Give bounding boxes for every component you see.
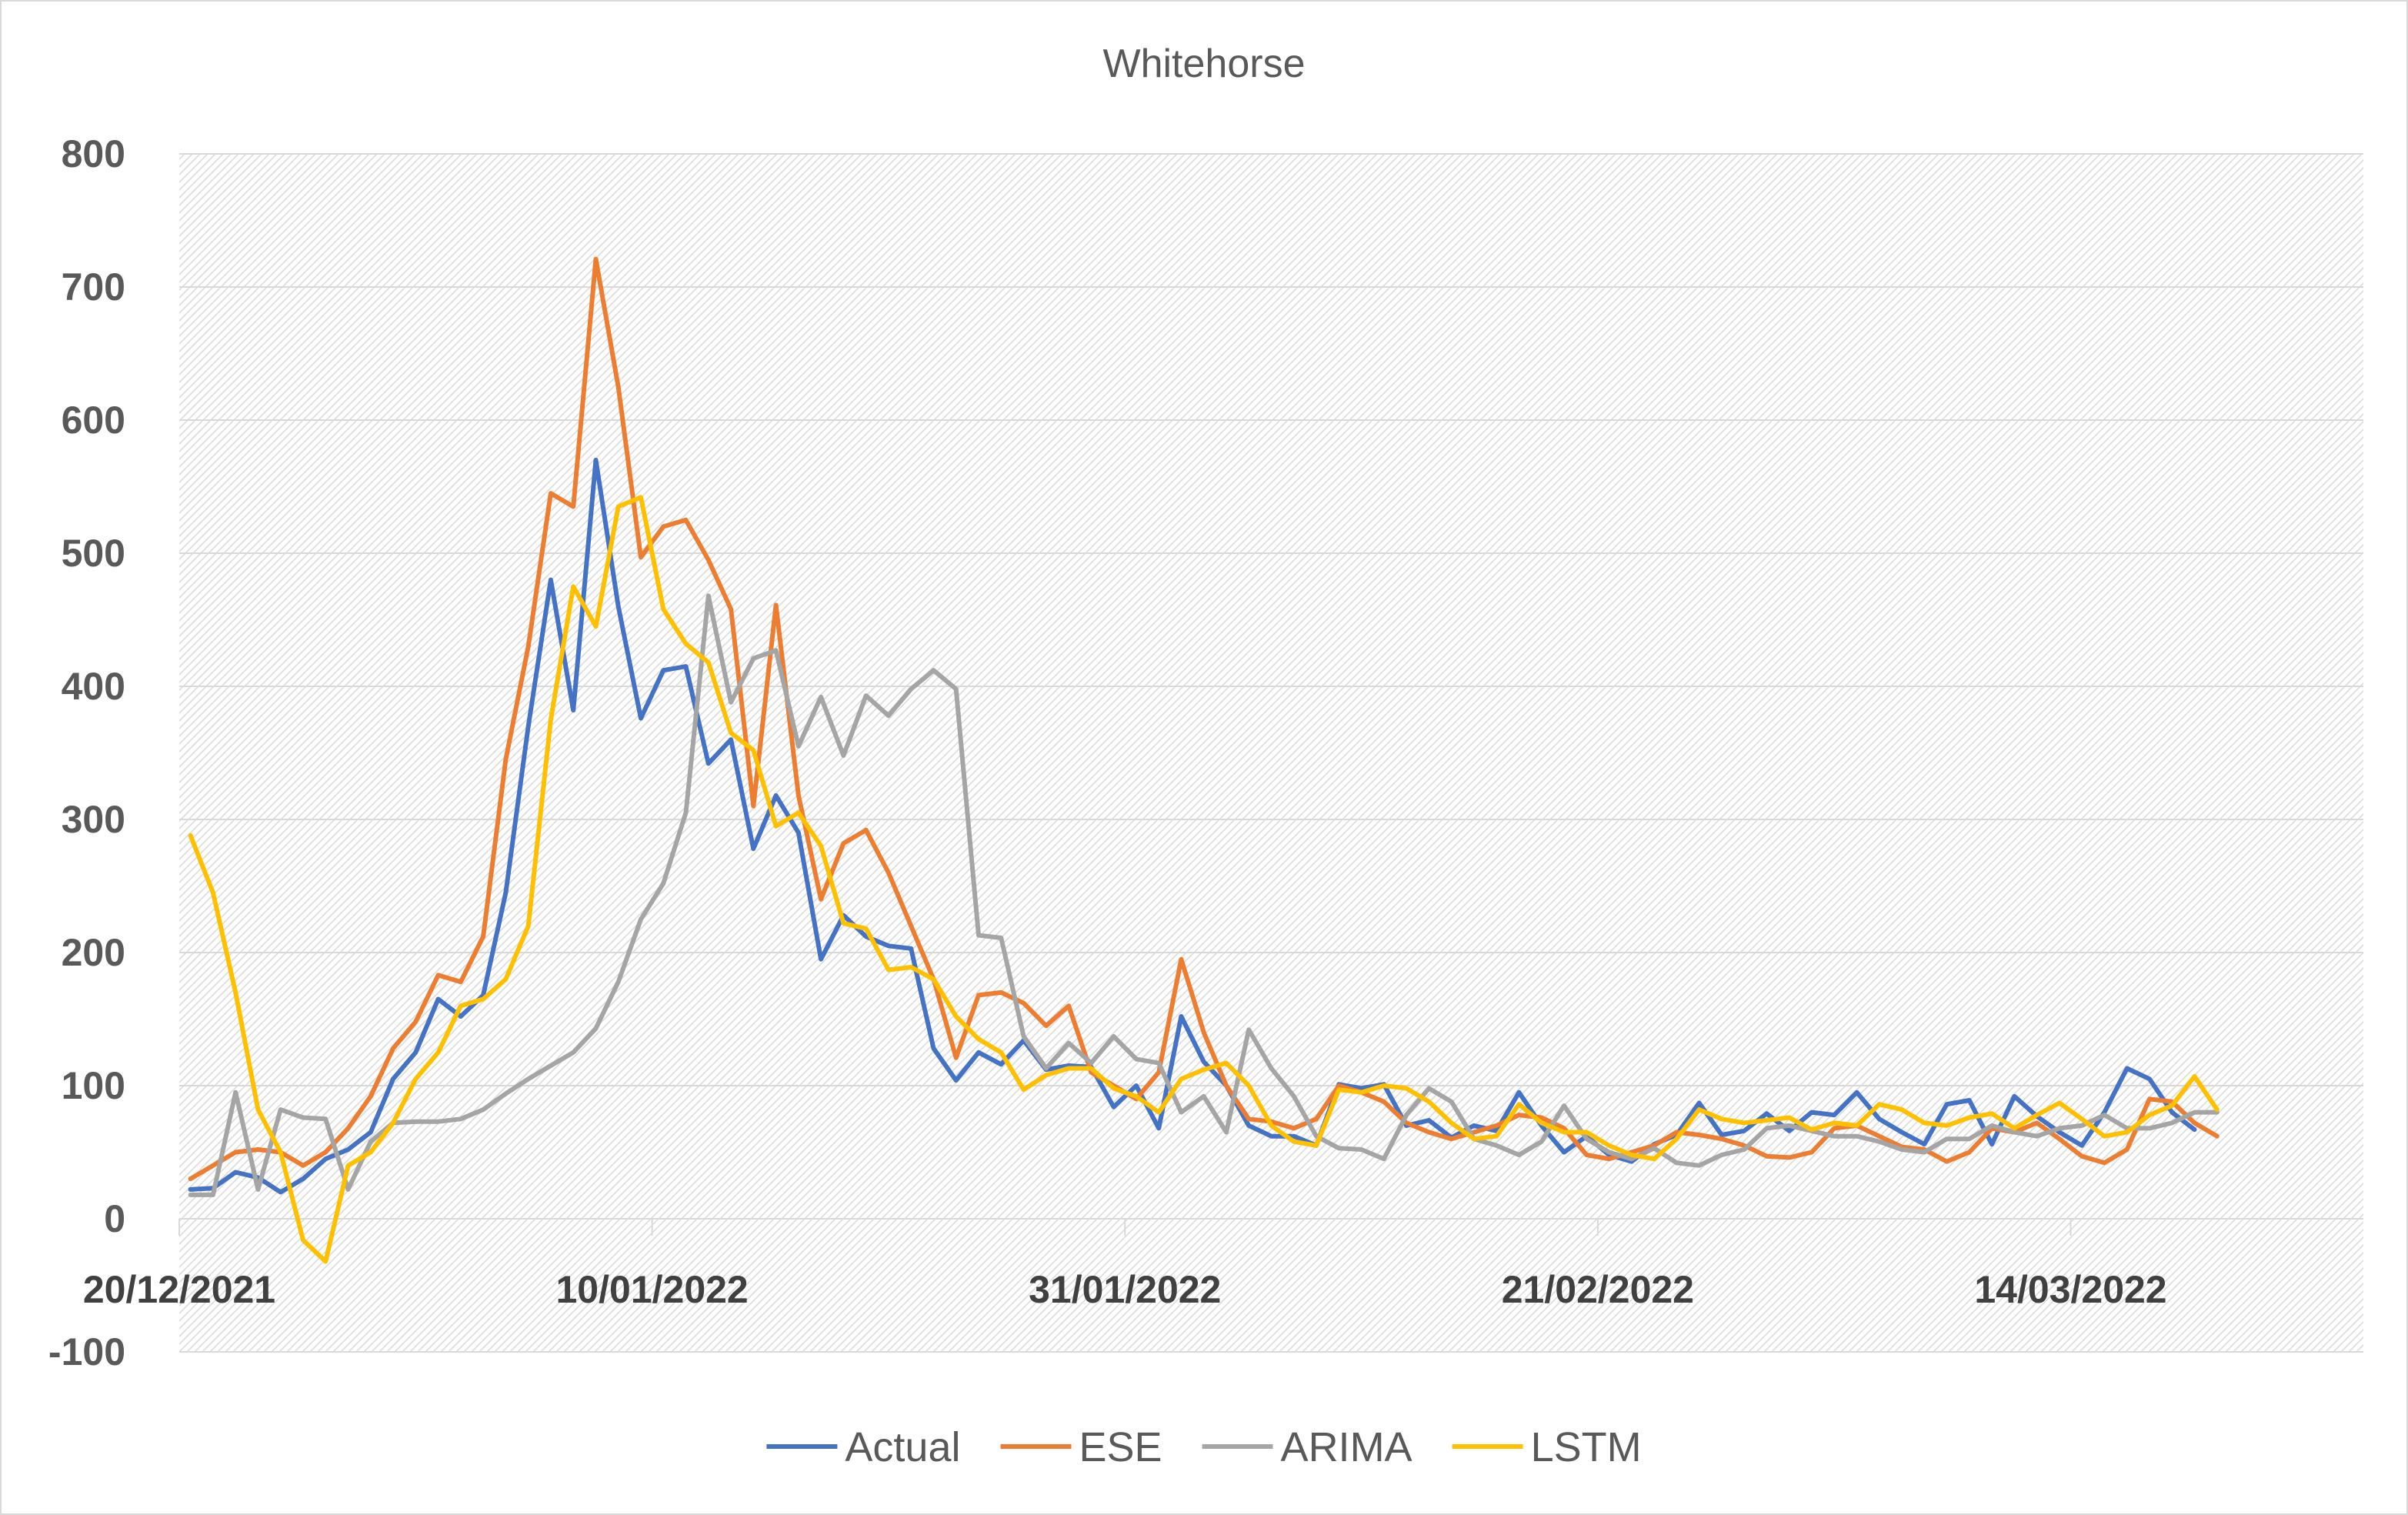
x-tick-label: 21/02/2022 <box>1502 1268 1694 1311</box>
y-tick-label: 100 <box>62 1064 125 1107</box>
y-tick-label: 500 <box>62 532 125 575</box>
series-line-ese <box>188 256 2220 1182</box>
y-tick-label: 700 <box>62 265 125 309</box>
series-line-arima <box>188 593 2220 1197</box>
legend-label-arima: ARIMA <box>1281 1424 1412 1470</box>
y-tick-label: 0 <box>104 1197 125 1240</box>
y-tick-label: -100 <box>48 1330 125 1373</box>
series-lines <box>188 256 2220 1264</box>
legend: Actual ESE ARIMA LSTM <box>766 1424 1642 1470</box>
x-tick-label: 10/01/2022 <box>556 1268 749 1311</box>
x-tick-label: 14/03/2022 <box>1974 1268 2166 1311</box>
legend-label-ese: ESE <box>1079 1424 1162 1470</box>
legend-label-actual: Actual <box>845 1424 960 1470</box>
x-tick-label: 20/12/2021 <box>83 1268 275 1311</box>
series-line-actual <box>188 457 2197 1195</box>
x-tick-label: 31/01/2022 <box>1029 1268 1221 1311</box>
y-tick-label: 200 <box>62 931 125 974</box>
y-tick-label: 800 <box>62 132 125 175</box>
chart-title: Whitehorse <box>1103 42 1306 86</box>
y-tick-label: 300 <box>62 798 125 841</box>
series-line-lstm <box>188 495 2220 1264</box>
x-axis-ticks: 20/12/2021 10/01/2022 31/01/2022 21/02/2022… <box>83 1219 2167 1311</box>
y-axis-ticks: -100 0 100 200 300 400 500 600 700 800 <box>48 132 125 1373</box>
y-tick-label: 400 <box>62 665 125 708</box>
legend-label-lstm: LSTM <box>1531 1424 1642 1470</box>
y-tick-label: 600 <box>62 399 125 442</box>
plot-area <box>179 154 2363 1352</box>
